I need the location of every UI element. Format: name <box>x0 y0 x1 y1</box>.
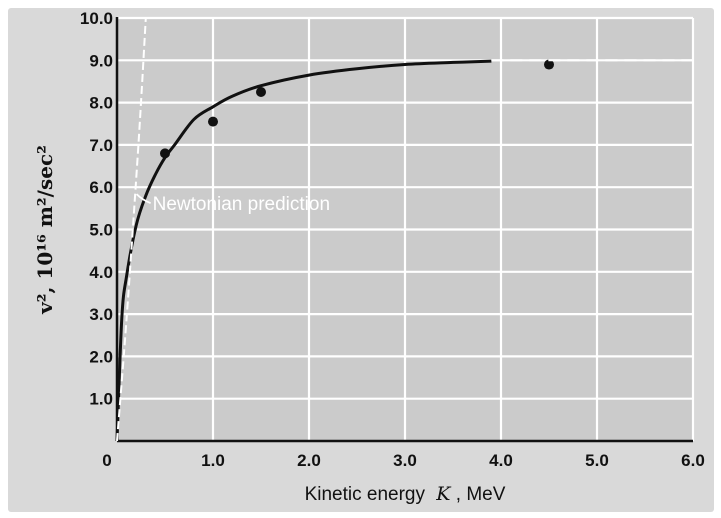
annotation-label: Newtonian prediction <box>153 194 330 215</box>
x-tick-label: 0 <box>102 451 111 470</box>
relativistic-curve <box>115 59 492 442</box>
x-tick-label: 4.0 <box>489 451 513 470</box>
data-point <box>256 87 266 98</box>
y-tick-label: 9.0 <box>89 51 113 70</box>
y-tick-label: 3.0 <box>89 305 113 324</box>
y-axis-title: v², 10¹⁶ m²/sec² <box>33 145 57 315</box>
x-tick-label: 6.0 <box>681 451 705 470</box>
x-tick-label: 2.0 <box>297 451 321 470</box>
data-point <box>544 59 554 70</box>
y-tick-label: 5.0 <box>89 221 113 240</box>
y-tick-label: 2.0 <box>89 347 113 366</box>
newtonian-curve <box>116 17 147 442</box>
y-tick-label: 10.0 <box>80 9 113 28</box>
data-point <box>208 116 218 127</box>
grid-lines <box>117 16 695 441</box>
x-axis-unit: , MeV <box>456 484 506 505</box>
x-tick-label: 3.0 <box>393 451 417 470</box>
x-tick-label: 1.0 <box>201 451 225 470</box>
y-tick-label: 7.0 <box>89 136 113 155</box>
y-tick-label: 4.0 <box>89 263 113 282</box>
axes <box>115 17 693 443</box>
y-tick-label: 1.0 <box>89 390 113 409</box>
tick-labels: 0 1.0 2.0 3.0 4.0 5.0 6.0 1.0 2.0 3.0 4.0 5.0 6.0 7.0… <box>80 9 705 470</box>
x-tick-label: 5.0 <box>585 451 609 470</box>
y-tick-label: 6.0 <box>89 178 113 197</box>
y-tick-label: 8.0 <box>89 94 113 113</box>
data-series <box>115 17 693 442</box>
x-axis-title: Kinetic energy K , MeV <box>305 483 506 505</box>
x-axis-label: Kinetic energy <box>305 484 426 505</box>
annotations: Newtonian prediction <box>135 193 330 215</box>
annotation-leader <box>135 193 151 204</box>
x-axis-variable: K <box>435 483 452 505</box>
